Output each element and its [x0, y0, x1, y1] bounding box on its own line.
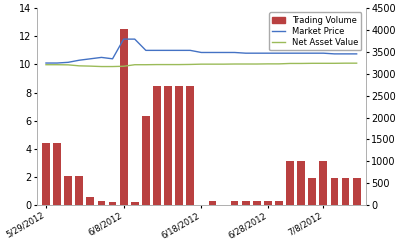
- Bar: [53, 143, 61, 205]
- Bar: [142, 116, 150, 205]
- Bar: [286, 162, 294, 205]
- Bar: [98, 201, 105, 205]
- Bar: [242, 201, 250, 205]
- Bar: [342, 178, 350, 205]
- Bar: [109, 202, 116, 205]
- Bar: [153, 86, 161, 205]
- Bar: [164, 86, 172, 205]
- Bar: [42, 143, 50, 205]
- Bar: [131, 202, 139, 205]
- Bar: [186, 86, 194, 205]
- Bar: [275, 201, 283, 205]
- Bar: [208, 201, 216, 205]
- Bar: [175, 86, 183, 205]
- Bar: [308, 178, 316, 205]
- Bar: [120, 29, 128, 205]
- Bar: [264, 201, 272, 205]
- Bar: [86, 197, 94, 205]
- Bar: [320, 162, 327, 205]
- Bar: [353, 178, 360, 205]
- Bar: [75, 176, 83, 205]
- Legend: Trading Volume, Market Price, Net Asset Value: Trading Volume, Market Price, Net Asset …: [269, 12, 361, 50]
- Bar: [64, 176, 72, 205]
- Bar: [330, 178, 338, 205]
- Bar: [231, 201, 238, 205]
- Bar: [253, 201, 261, 205]
- Bar: [297, 162, 305, 205]
